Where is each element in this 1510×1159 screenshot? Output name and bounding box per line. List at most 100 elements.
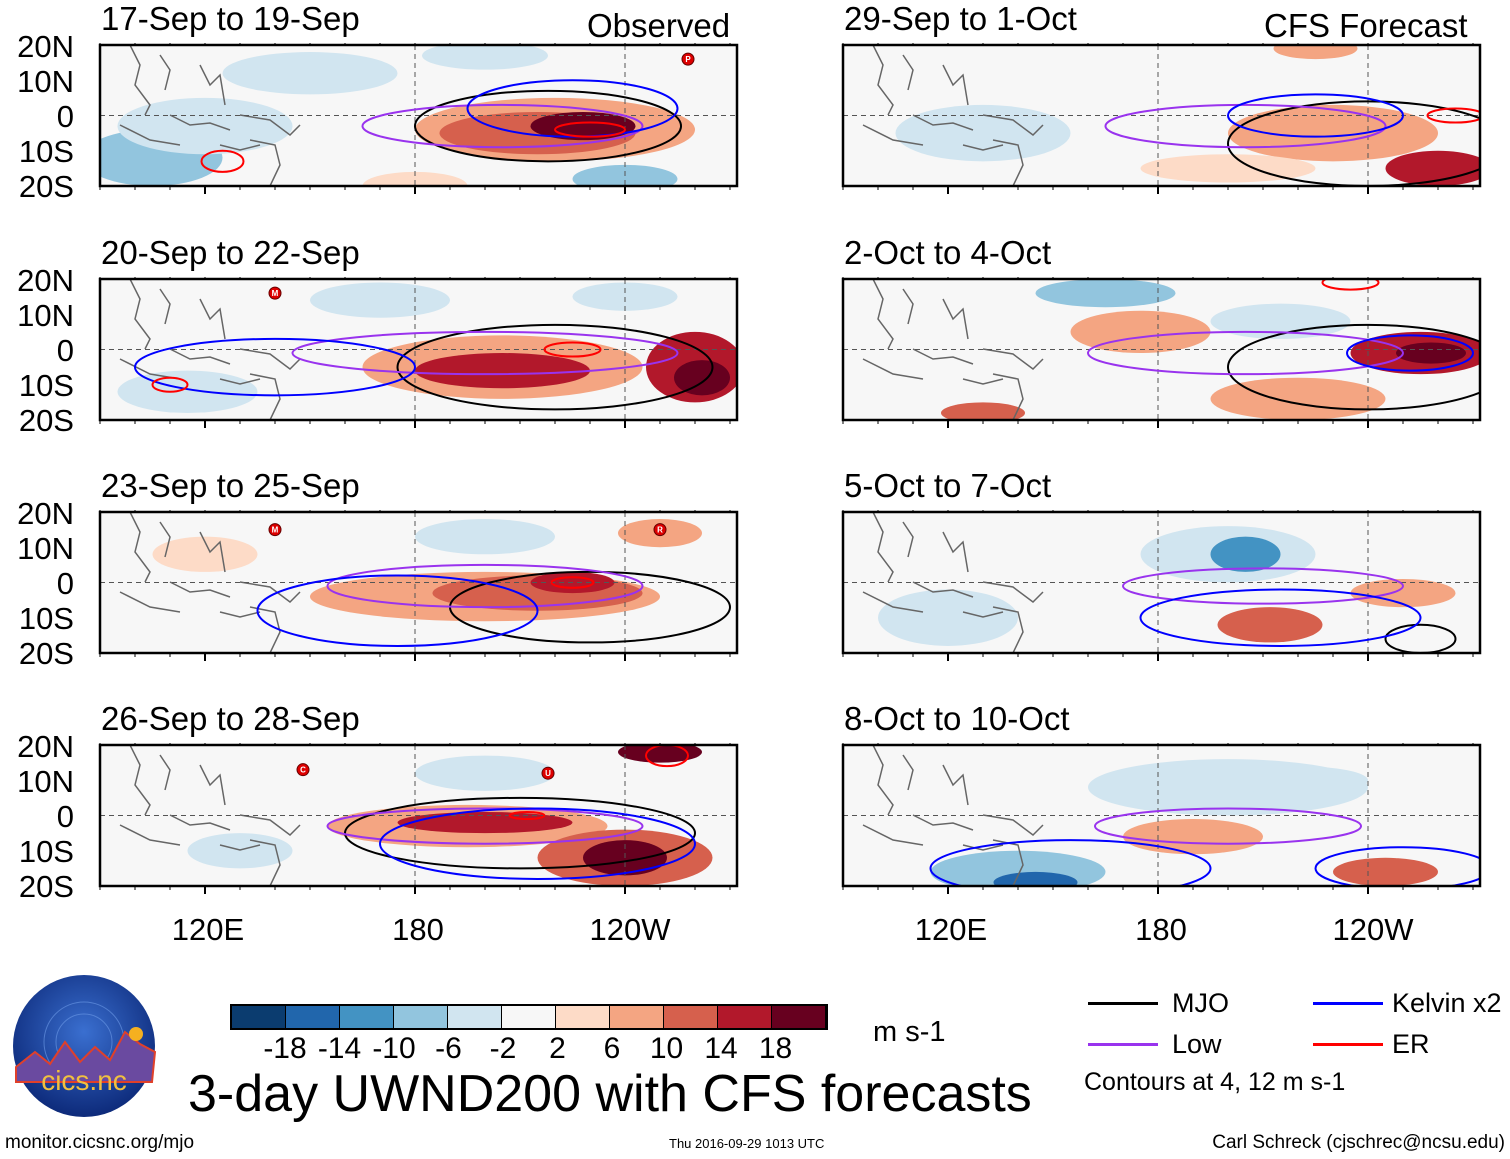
coastline	[862, 745, 1044, 886]
wind-anomaly-region	[1228, 766, 1368, 795]
wind-anomaly-region	[1217, 607, 1323, 643]
wind-anomaly-region	[152, 536, 258, 572]
wind-anomaly-region	[310, 282, 450, 318]
wind-anomaly-region	[941, 402, 1025, 420]
footer-timestamp: Thu 2016-09-29 1013 UTC	[669, 1136, 825, 1151]
colorbar-label: 18	[758, 1032, 793, 1065]
tropical-cyclone-icon: M	[268, 286, 282, 300]
lat-label: 20S	[18, 636, 74, 671]
svg-text:M: M	[272, 526, 279, 535]
lat-label: 10N	[17, 64, 74, 99]
cicsnc-logo: cics.nc	[13, 975, 157, 1117]
lat-label: 10S	[18, 601, 74, 636]
lat-label: 10N	[17, 298, 74, 333]
lat-label: 10S	[18, 368, 74, 403]
kelvin-contour	[1346, 334, 1474, 372]
wind-anomaly-region	[415, 519, 555, 555]
kelvin-contour	[256, 574, 539, 647]
colorbar-label: -2	[489, 1032, 517, 1065]
er-legend-line	[1313, 1043, 1383, 1046]
wind-anomaly-region	[1035, 279, 1176, 308]
wind-anomaly-region	[117, 370, 258, 413]
low-contour	[326, 563, 644, 609]
low-contour	[361, 103, 644, 149]
wind-anomaly-region	[878, 589, 1018, 646]
map-panel	[841, 277, 1482, 428]
er-contour	[1321, 279, 1380, 291]
lon-label: 180	[392, 912, 444, 947]
wind-anomaly-region	[618, 745, 702, 763]
lat-label: 10N	[17, 531, 74, 566]
panel-title: 23-Sep to 25-Sep	[101, 467, 360, 504]
wind-anomaly-region	[1210, 303, 1351, 339]
mjo-contour	[1227, 323, 1480, 411]
coastline	[119, 279, 301, 420]
tropical-cyclone-icon: U	[541, 766, 555, 780]
coastline	[862, 279, 1044, 420]
colorbar-label: -18	[263, 1032, 307, 1065]
mjo-contour	[344, 796, 696, 870]
footer-author: Carl Schreck (cjschrec@ncsu.edu)	[1212, 1132, 1505, 1153]
wind-anomaly-region	[1210, 377, 1386, 420]
panel-title: 17-Sep to 19-Sep	[101, 0, 360, 37]
low-legend-line	[1088, 1043, 1158, 1046]
colorbar-swatch	[610, 1006, 664, 1028]
svg-text:P: P	[685, 55, 691, 64]
wind-anomaly-region	[1123, 819, 1263, 855]
tropical-cyclone-icon: M	[268, 523, 282, 537]
lat-label: 10S	[18, 134, 74, 169]
lat-label: 20N	[17, 729, 74, 764]
panel-title: 8-Oct to 10-Oct	[844, 700, 1070, 737]
lat-label: 20S	[18, 869, 74, 904]
colorbar-swatch	[232, 1006, 286, 1028]
kelvin-contour	[1139, 588, 1422, 647]
panel-title: 20-Sep to 22-Sep	[101, 234, 360, 271]
colorbar-swatch	[502, 1006, 556, 1028]
wind-anomaly-region	[415, 755, 555, 791]
colorbar-swatch	[340, 1006, 394, 1028]
lat-label: 20N	[17, 263, 74, 298]
er-contour	[550, 576, 595, 589]
lon-label: 120E	[914, 912, 988, 947]
wind-anomaly-region	[1273, 45, 1358, 60]
figure-title: 3-day UWND200 with CFS forecasts	[188, 1065, 1032, 1123]
colorbar-label: -14	[317, 1032, 362, 1065]
coastline	[119, 512, 301, 653]
coastline	[119, 745, 301, 886]
mjo-legend-label: MJO	[1172, 988, 1229, 1018]
svg-text:cics.nc: cics.nc	[41, 1065, 127, 1096]
colorbar-label: -10	[372, 1032, 416, 1065]
er-legend-label: ER	[1392, 1029, 1430, 1059]
map-panel: M	[98, 277, 739, 428]
kelvin-legend-label: Kelvin x2	[1392, 988, 1502, 1018]
svg-text:U: U	[545, 769, 551, 778]
er-contour	[1426, 107, 1480, 124]
tropical-cyclone-icon: C	[296, 763, 310, 777]
wind-anomaly-region	[993, 871, 1078, 886]
wind-anomaly-region	[1396, 342, 1466, 364]
map-panel	[841, 43, 1482, 194]
low-legend-label: Low	[1172, 1029, 1222, 1059]
wind-anomaly-region	[415, 353, 590, 389]
wind-anomaly-region	[1228, 104, 1438, 162]
wind-anomaly-region	[1210, 536, 1281, 572]
footer-url[interactable]: monitor.cicsnc.org/mjo	[5, 1132, 195, 1153]
colorbar-label: 10	[649, 1032, 684, 1065]
wind-anomaly-region	[1070, 310, 1211, 354]
wind-anomaly-region	[397, 811, 573, 834]
colorbar-swatch	[772, 1006, 826, 1028]
er-contour	[543, 341, 602, 358]
wind-anomaly-region	[895, 104, 1071, 162]
lat-label: 10N	[17, 764, 74, 799]
wind-anomaly-region	[362, 171, 468, 186]
panel-title: 26-Sep to 28-Sep	[101, 700, 360, 737]
lat-label: 0	[56, 566, 74, 601]
map-panel: P	[98, 43, 739, 194]
er-contour	[200, 149, 245, 173]
coastline	[862, 45, 1044, 186]
svg-text:M: M	[272, 289, 279, 298]
lat-label: 20N	[17, 496, 74, 531]
mjo-contour	[414, 89, 682, 163]
